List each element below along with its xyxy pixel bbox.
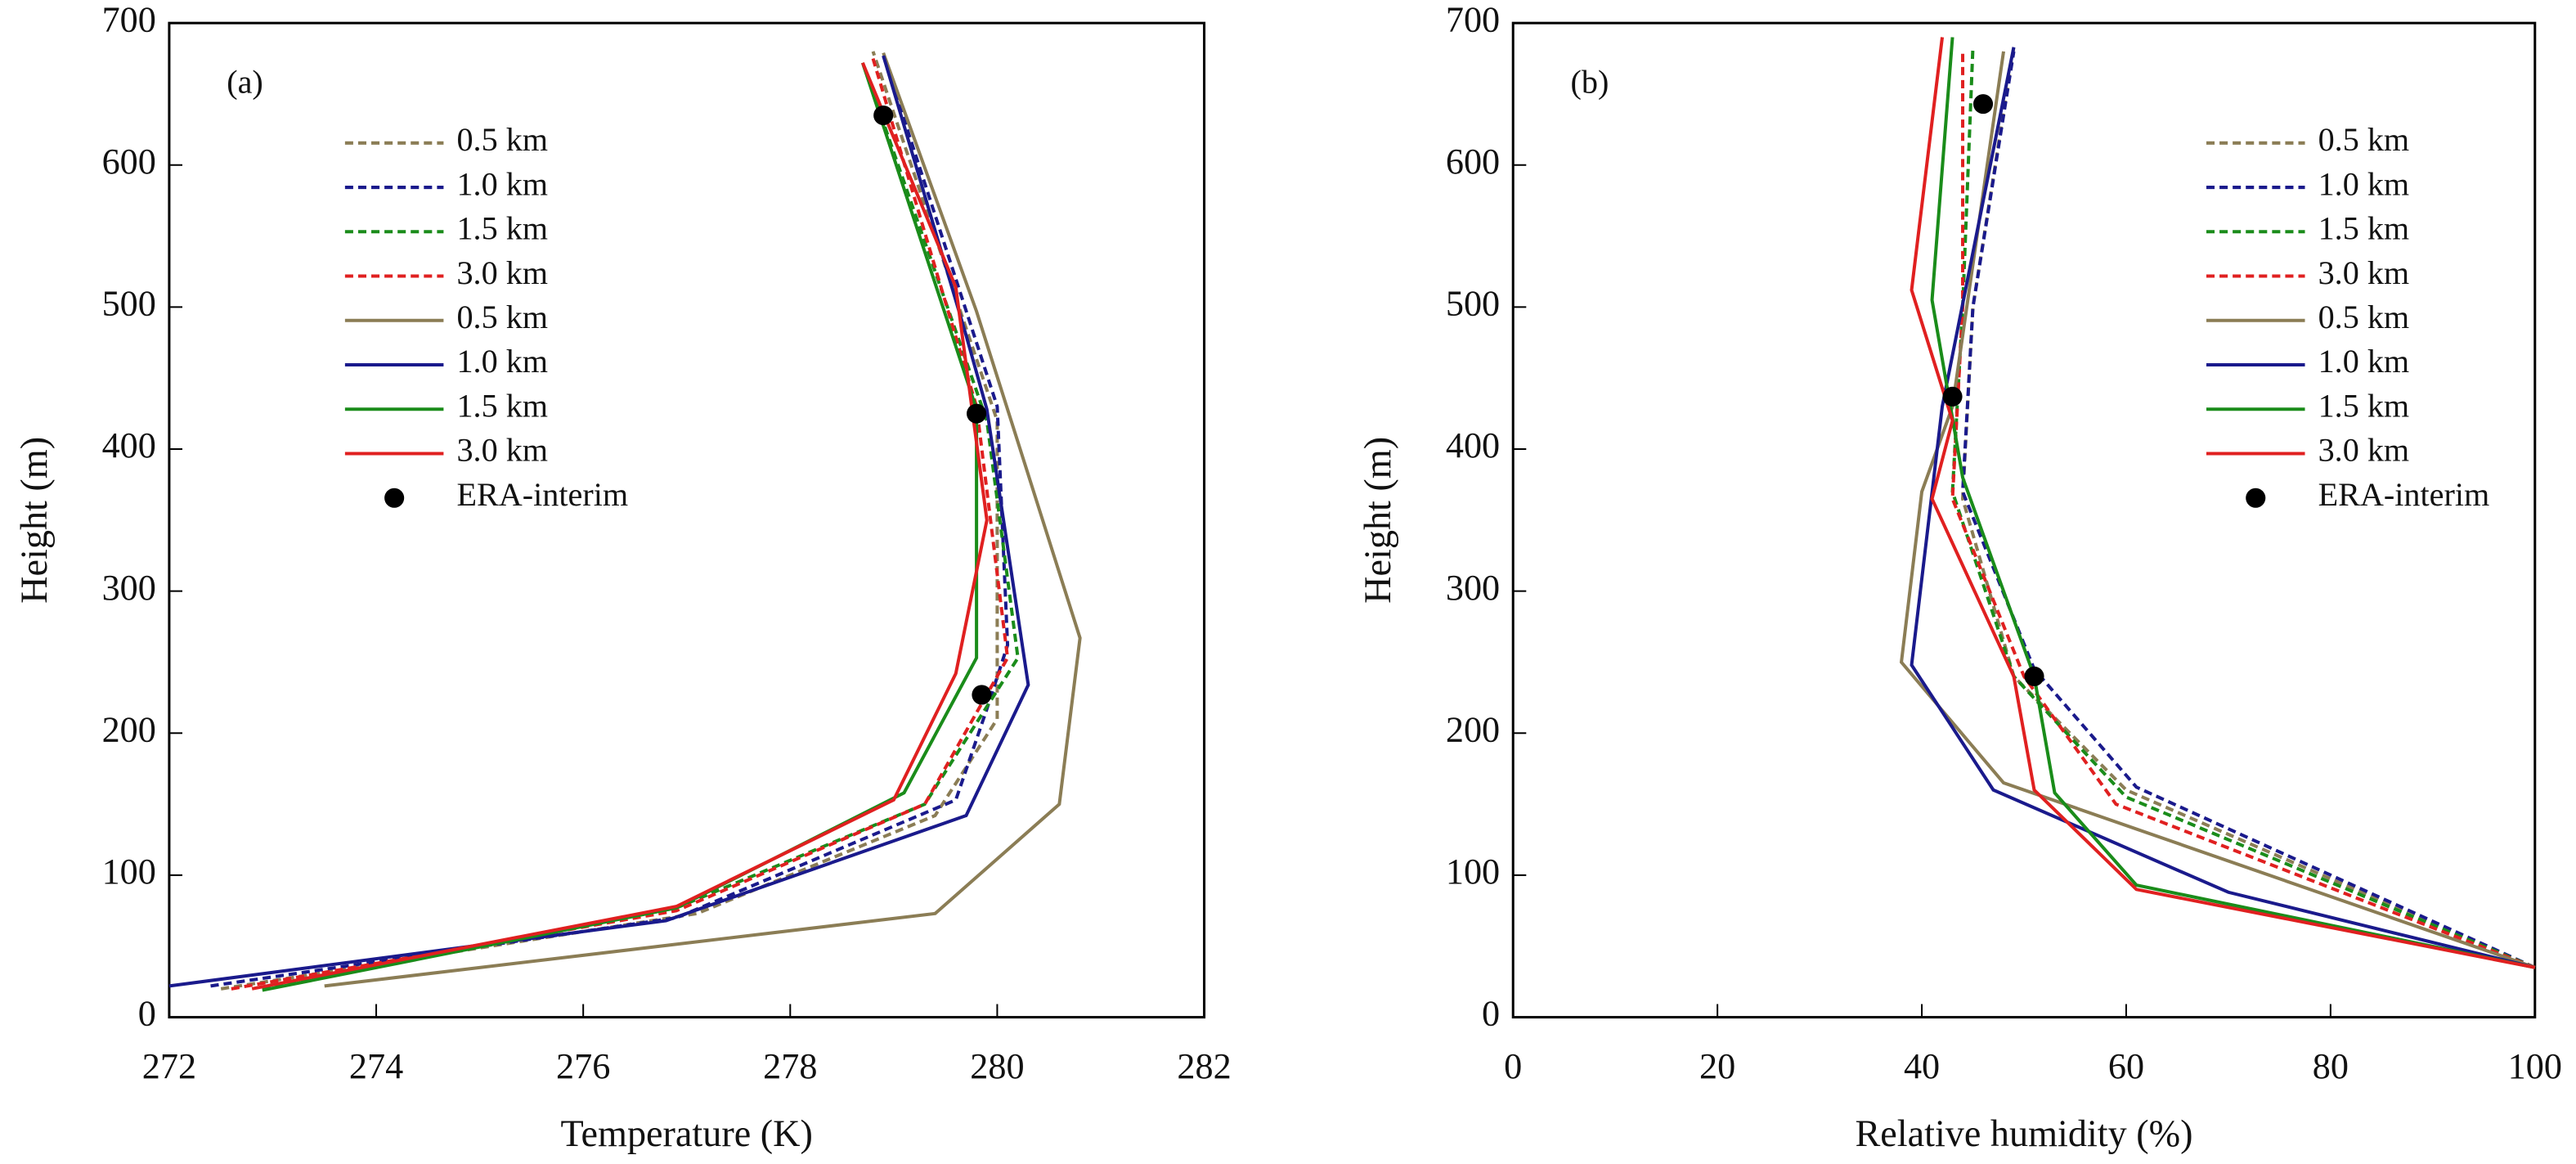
profile-line [251,62,989,991]
x-tick-label: 282 [1177,1046,1231,1086]
y-tick-label: 300 [1446,568,1500,608]
legend-label: 3.0 km [2318,432,2410,469]
y-tick-label: 100 [102,852,156,892]
x-tick-label: 60 [2108,1046,2144,1086]
y-tick-label: 600 [1446,142,1500,182]
profile-line [210,55,1010,988]
x-tick-label: 0 [1504,1046,1522,1086]
profile-line [1950,47,2536,969]
legend-label: 1.0 km [2318,165,2410,202]
profile-line [324,52,1082,988]
legend-label: 1.5 km [456,210,548,247]
legend-label: 1.0 km [2318,343,2410,380]
profile-line [168,55,1030,988]
y-tick-label: 500 [1446,284,1500,324]
profile-line [1910,47,2536,969]
x-tick-label: 278 [763,1046,817,1086]
legend-label: 3.0 km [456,254,548,291]
x-tick-label: 272 [142,1046,196,1086]
era-point [873,105,894,126]
legend-label: 0.5 km [456,299,548,335]
legend-label: 3.0 km [2318,254,2410,291]
y-tick-label: 200 [102,709,156,749]
y-tick-label: 0 [138,994,156,1034]
era-point [1942,386,1963,407]
legend-label: 3.0 km [456,432,548,469]
y-tick-label: 700 [102,0,156,39]
panel-label: (a) [227,64,263,101]
y-tick-label: 500 [102,284,156,324]
profile-line [231,57,1010,991]
profile-line [1899,51,2536,969]
x-axis-label: Relative humidity (%) [1855,1112,2192,1154]
legend-label: 1.0 km [456,165,548,202]
legend-marker [384,488,405,508]
profile-line [1910,37,2536,969]
legend-label: ERA-interim [2318,476,2490,513]
x-tick-label: 274 [349,1046,403,1086]
legend-label: 0.5 km [2318,121,2410,158]
legend-label: 1.5 km [456,387,548,424]
y-tick-label: 400 [1446,425,1500,465]
y-axis-label: Height (m) [1357,437,1398,604]
x-tick-label: 40 [1904,1046,1940,1086]
x-tick-label: 80 [2313,1046,2349,1086]
x-tick-label: 20 [1699,1046,1735,1086]
plot-frame [168,21,1206,1019]
plot-frame [1511,21,2537,1019]
legend-label: 1.5 km [2318,387,2410,424]
legend-label: ERA-interim [456,476,628,513]
profile-line [262,62,1020,991]
era-point [967,403,987,424]
y-tick-label: 0 [1482,994,1500,1034]
era-point [1972,94,1994,115]
y-tick-label: 100 [1446,852,1500,892]
legend-marker [2246,488,2266,508]
profile-line [262,62,979,992]
legend-label: 1.5 km [2318,210,2410,247]
y-tick-label: 700 [1446,0,1500,39]
era-point [2024,666,2044,686]
profile-line [220,51,999,991]
legend-label: 1.0 km [456,343,548,380]
legend-label: 0.5 km [2318,299,2410,335]
profile-line [1950,51,2536,969]
y-tick-label: 200 [1446,709,1500,749]
x-tick-label: 100 [2508,1046,2562,1086]
legend-label: 0.5 km [456,121,548,158]
y-axis-label: Height (m) [13,437,55,604]
x-tick-label: 280 [970,1046,1024,1086]
x-tick-label: 276 [556,1046,610,1086]
panel-label: (b) [1571,64,1609,101]
y-tick-label: 300 [102,568,156,608]
y-tick-label: 600 [102,142,156,182]
era-point [972,685,992,705]
y-tick-label: 400 [102,425,156,465]
x-axis-label: Temperature (K) [561,1112,813,1154]
